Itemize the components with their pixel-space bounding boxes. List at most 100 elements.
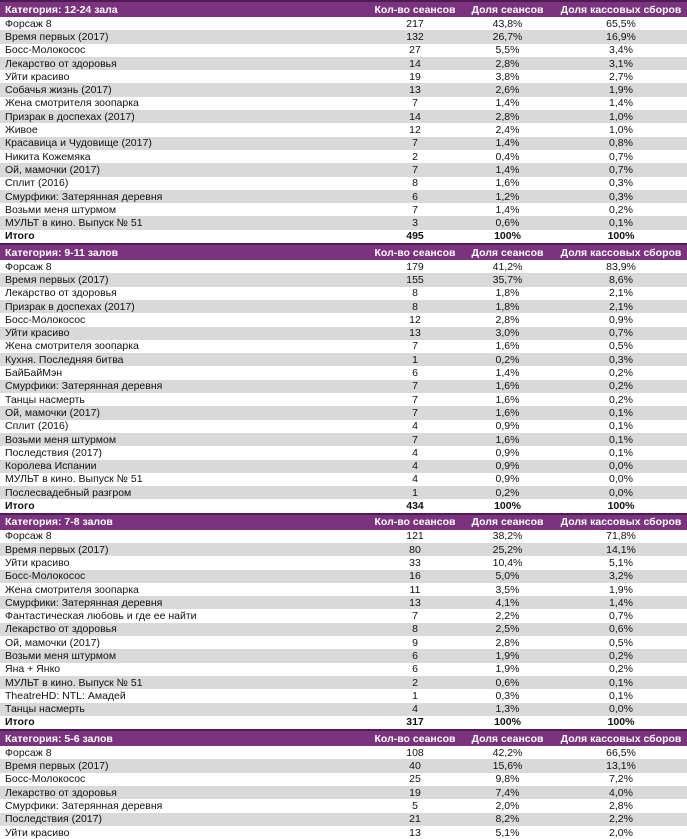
- col-header-sessions-share: Доля сеансов: [471, 3, 544, 16]
- category-table-3: Категория: 7-8 залов Кол-во сеансов Доля с…: [0, 512, 687, 730]
- sessions-share-cell: 1,3%: [495, 703, 520, 716]
- sessions-share-cell: 2,2%: [495, 610, 520, 623]
- movie-title-cell: Ой, мамочки (2017): [5, 636, 100, 649]
- sessions-count-cell: 8: [412, 287, 418, 300]
- movie-title-cell: Послесвадебный разгром: [5, 486, 132, 499]
- table-row: Собачья жизнь (2017) 13 2,6% 1,9%: [0, 83, 687, 97]
- boxoffice-share-cell: 0,1%: [609, 446, 633, 459]
- sessions-share-cell: 2,6%: [495, 84, 520, 97]
- sessions-count-cell: 7: [412, 203, 418, 216]
- table-row: Яна + Янко 6 1,9% 0,2%: [0, 662, 687, 676]
- boxoffice-share-cell: 0,2%: [609, 663, 633, 676]
- movie-title-cell: Босс-Молокосос: [5, 570, 86, 583]
- movie-title-cell: Последствия (2017): [5, 446, 102, 459]
- col-header-sessions-share: Доля сеансов: [471, 516, 544, 529]
- table-row: TheatreHD: NTL: Амадей 1 0,3% 0,1%: [0, 689, 687, 703]
- col-header-sessions-count: Кол-во сеансов: [374, 3, 456, 16]
- table-row: Уйти красиво 19 3,8% 2,7%: [0, 70, 687, 84]
- sessions-share-cell: 1,6%: [495, 177, 520, 190]
- sessions-share-cell: 0,6%: [495, 676, 520, 689]
- category-header: Категория: 9-11 залов Кол-во сеансов Доля …: [0, 243, 687, 261]
- table-row: Королева Испании 4 0,9% 0,0%: [0, 459, 687, 473]
- col-header-sessions-share: Доля сеансов: [471, 246, 544, 259]
- boxoffice-share-cell: 2,1%: [609, 287, 633, 300]
- table-row: Никита Кожемяка 2 0,4% 0,7%: [0, 149, 687, 164]
- sessions-share-cell: 1,4%: [495, 97, 520, 110]
- boxoffice-share-cell: 66,5%: [606, 746, 636, 759]
- table-row: Жена смотрителя зоопарка 7 1,6% 0,5%: [0, 339, 687, 354]
- table-row: Фантастическая любовь и где ее найти 7 2,2…: [0, 609, 687, 623]
- sessions-share-cell: 7,4%: [495, 786, 520, 799]
- table-row: Танцы насмерть 4 1,3% 0,0%: [0, 702, 687, 716]
- col-header-sessions-count: Кол-во сеансов: [374, 246, 456, 259]
- table-row: Красавица и Чудовище (2017) 7 1,4% 0,8%: [0, 136, 687, 150]
- movie-title-cell: Смурфики: Затерянная деревня: [5, 596, 163, 609]
- sessions-share-cell: 2,8%: [495, 57, 520, 70]
- table-row: Кухня. Последняя битва 1 0,2% 0,3%: [0, 353, 687, 367]
- total-boxoffice-share-cell: 100%: [607, 716, 635, 729]
- total-boxoffice-share-cell: 100%: [607, 500, 635, 513]
- sessions-share-cell: 0,3%: [495, 689, 520, 702]
- sessions-count-cell: 14: [409, 57, 421, 70]
- sessions-count-cell: 40: [409, 760, 421, 773]
- boxoffice-share-cell: 0,1%: [609, 406, 633, 419]
- sessions-share-cell: 5,0%: [495, 570, 520, 583]
- table-row: Босс-Молокосос 25 9,8% 7,2%: [0, 772, 687, 787]
- total-sessions-share-cell: 100%: [494, 716, 521, 729]
- sessions-share-cell: 41,2%: [492, 260, 523, 273]
- col-header-sessions-count: Кол-во сеансов: [374, 516, 456, 529]
- boxoffice-share-cell: 0,8%: [609, 137, 633, 150]
- movie-title-cell: Смурфики: Затерянная деревня: [5, 380, 163, 393]
- boxoffice-share-cell: 65,5%: [606, 17, 636, 30]
- sessions-count-cell: 7: [412, 163, 418, 176]
- boxoffice-share-cell: 71,8%: [606, 530, 636, 543]
- boxoffice-share-cell: 3,4%: [609, 44, 633, 57]
- sessions-share-cell: 1,9%: [495, 663, 520, 676]
- sessions-count-cell: 179: [406, 260, 424, 273]
- sessions-share-cell: 2,8%: [495, 110, 520, 123]
- movie-title-cell: МУЛЬТ в кино. Выпуск № 51: [5, 217, 143, 230]
- sessions-count-cell: 13: [409, 327, 421, 340]
- movie-title-cell: Лекарство от здоровья: [5, 786, 117, 799]
- movie-title-cell: Кухня. Последняя битва: [5, 353, 124, 366]
- boxoffice-share-cell: 1,9%: [609, 583, 633, 596]
- sessions-share-cell: 4,1%: [495, 596, 520, 609]
- sessions-count-cell: 13: [409, 596, 421, 609]
- category-header: Категория: 5-6 залов Кол-во сеансов Доля с…: [0, 729, 687, 747]
- total-label-cell: Итого: [5, 230, 35, 243]
- sessions-share-cell: 0,9%: [495, 473, 520, 486]
- sessions-share-cell: 1,8%: [495, 287, 520, 300]
- movie-title-cell: Живое: [5, 124, 38, 137]
- sessions-share-cell: 0,2%: [495, 486, 520, 499]
- sessions-share-cell: 5,1%: [495, 826, 520, 839]
- sessions-share-cell: 0,4%: [495, 150, 520, 163]
- movie-title-cell: Возьми меня штурмом: [5, 203, 117, 216]
- sessions-count-cell: 108: [406, 746, 424, 759]
- table-row: Босс-Молокосос 12 2,8% 0,9%: [0, 313, 687, 327]
- movie-title-cell: Ой, мамочки (2017): [5, 163, 100, 176]
- movie-title-cell: Смурфики: Затерянная деревня: [5, 190, 163, 203]
- movie-title-cell: Фантастическая любовь и где ее найти: [5, 610, 197, 623]
- table-row: Форсаж 8 108 42,2% 66,5%: [0, 746, 687, 760]
- category-title: Категория: 5-6 залов: [5, 732, 113, 745]
- sessions-count-cell: 12: [409, 313, 421, 326]
- boxoffice-share-cell: 4,0%: [609, 786, 633, 799]
- table-row: Живое 12 2,4% 1,0%: [0, 123, 687, 137]
- sessions-share-cell: 3,8%: [495, 70, 520, 83]
- sessions-share-cell: 1,4%: [495, 163, 520, 176]
- movie-title-cell: Босс-Молокосос: [5, 773, 86, 786]
- boxoffice-share-cell: 0,2%: [609, 393, 633, 406]
- sessions-share-cell: 1,4%: [495, 137, 520, 150]
- movie-title-cell: Призрак в доспехах (2017): [5, 110, 135, 123]
- category-title: Категория: 9-11 залов: [5, 246, 119, 259]
- movie-title-cell: Жена смотрителя зоопарка: [5, 583, 139, 596]
- boxoffice-share-cell: 0,1%: [609, 420, 633, 433]
- table-row: Уйти красиво 33 10,4% 5,1%: [0, 556, 687, 570]
- boxoffice-share-cell: 0,0%: [609, 486, 633, 499]
- sessions-count-cell: 7: [412, 137, 418, 150]
- sessions-share-cell: 0,9%: [495, 460, 520, 473]
- sessions-count-cell: 155: [406, 273, 424, 286]
- table-row: МУЛЬТ в кино. Выпуск № 51 2 0,6% 0,1%: [0, 675, 687, 690]
- sessions-share-cell: 38,2%: [492, 530, 523, 543]
- boxoffice-share-cell: 0,3%: [609, 353, 633, 366]
